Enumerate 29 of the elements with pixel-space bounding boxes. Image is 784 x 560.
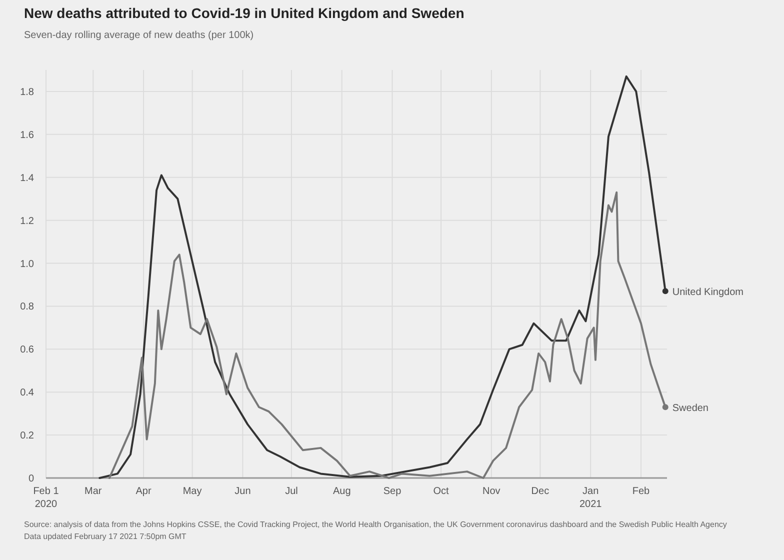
x-tick-label: Mar — [84, 486, 102, 497]
y-tick-label: 1.8 — [20, 86, 34, 98]
x-tick-label: Sep — [383, 486, 402, 497]
chart-subtitle: Seven-day rolling average of new deaths (per 100k) — [24, 30, 254, 41]
y-tick-label: 1.0 — [20, 258, 34, 270]
chart-title: New deaths attributed to Covid-19 in United Kingdom and Sweden — [24, 5, 464, 21]
y-tick-label: 0.8 — [20, 302, 34, 313]
source-note: Source: analysis of data from the Johns Hopkins CSSE, the Covid Tracking Project, the World Health Organisation, the UK Government coronavirus dashboard and the Swedish Public Health Agency — [24, 520, 727, 529]
x-tick-label: Apr — [136, 486, 152, 497]
text: Data updated February 17 2021 7:50pm GMT — [24, 532, 186, 541]
x-tick-label: Jul — [285, 486, 298, 497]
x-tick-label: May — [182, 486, 202, 497]
x-tick-label: Nov — [482, 486, 500, 497]
y-tick-label: 0.4 — [20, 388, 34, 399]
y-tick-label: 0 — [28, 474, 34, 484]
y-tick-label: 1.4 — [20, 172, 34, 184]
x-tick-label: Feb — [632, 486, 650, 497]
x-tick-label: Oct — [433, 486, 450, 497]
x-tick-label: Jan 2021 — [579, 486, 602, 510]
x-tick-label: Dec — [531, 486, 550, 497]
x-tick-label: Feb 1 2020 — [33, 486, 60, 510]
series-label: United Kingdom — [672, 287, 744, 298]
y-tick-label: 1.2 — [20, 216, 34, 227]
y-tick-label: 0.2 — [20, 430, 34, 442]
series-label: Sweden — [672, 403, 709, 414]
y-tick-label: 1.6 — [20, 130, 34, 141]
x-tick-label: Jun — [234, 486, 251, 497]
x-tick-label: Aug — [332, 486, 351, 497]
y-tick-label: 0.6 — [20, 344, 34, 356]
